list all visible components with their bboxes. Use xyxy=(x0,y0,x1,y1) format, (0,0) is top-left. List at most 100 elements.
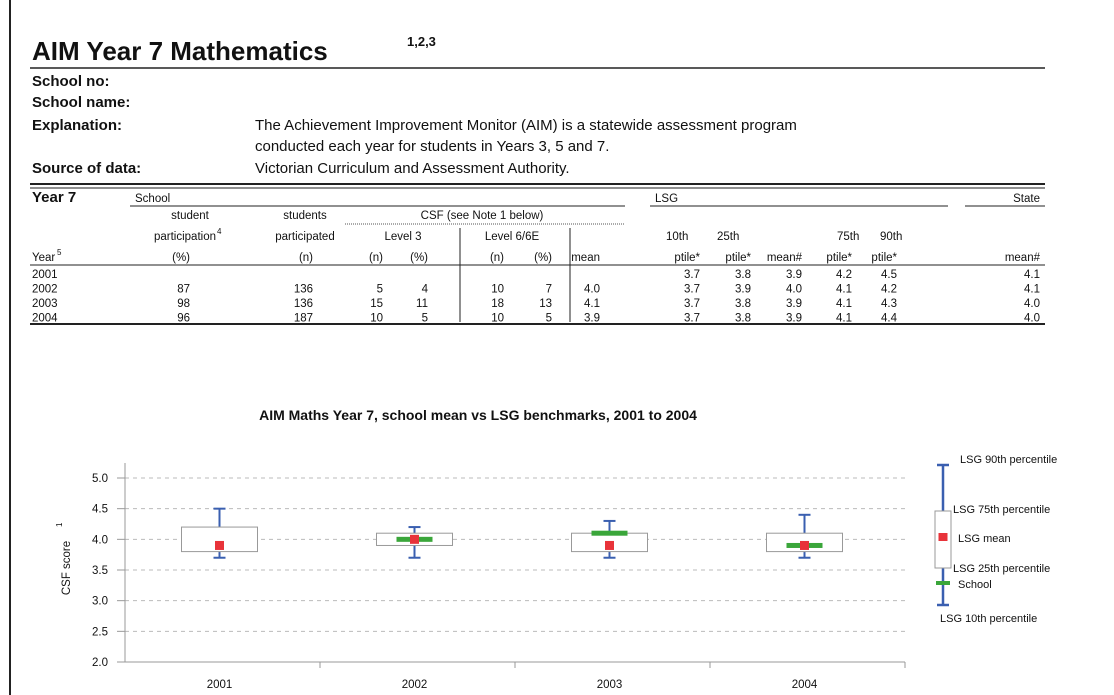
cell: 4.1 xyxy=(836,298,852,310)
cell: 3.8 xyxy=(735,313,751,325)
sup: 5 xyxy=(57,248,62,257)
legend-label: LSG 90th percentile xyxy=(960,454,1057,466)
cell: 4.2 xyxy=(881,284,897,296)
cell: 5 xyxy=(546,313,552,325)
cell: 18 xyxy=(491,298,504,310)
y-axis-label-sup: 1 xyxy=(55,522,64,527)
col-header: (%) xyxy=(172,252,190,264)
mean-mark xyxy=(800,540,809,550)
cell: 4.3 xyxy=(881,298,897,310)
cell: 3.7 xyxy=(684,298,700,310)
cell: 15 xyxy=(370,298,383,310)
group-header: LSG xyxy=(655,193,678,205)
cell: 11 xyxy=(416,298,428,310)
cell: 3.8 xyxy=(735,269,751,281)
legend-mean xyxy=(938,533,948,541)
col-header: (n) xyxy=(299,252,313,264)
cell: 136 xyxy=(294,284,313,296)
sup: 4 xyxy=(217,227,222,236)
cell: 2001 xyxy=(32,269,58,281)
col-header: Level 3 xyxy=(384,231,421,243)
cell: 4.0 xyxy=(1024,313,1040,325)
col-header: mean# xyxy=(1005,252,1041,264)
field-label: Source of data: xyxy=(32,160,141,177)
group-header: State xyxy=(1013,193,1040,205)
field-label: Explanation: xyxy=(32,117,122,134)
col-header: 75th xyxy=(837,231,859,243)
cell: 3.9 xyxy=(786,298,802,310)
col-header: Year xyxy=(32,252,55,264)
cell: 3.9 xyxy=(735,284,751,296)
chart-title: AIM Maths Year 7, school mean vs LSG ben… xyxy=(259,407,697,423)
cell: 2004 xyxy=(32,313,58,325)
field-label: School name: xyxy=(32,94,130,111)
cell: 87 xyxy=(177,284,190,296)
col-header: Level 6/6E xyxy=(485,231,540,243)
col-header: 90th xyxy=(880,231,902,243)
cell: 2003 xyxy=(32,298,58,310)
col-header: participation xyxy=(154,231,216,243)
col-header: (n) xyxy=(490,252,504,264)
mean-mark xyxy=(605,540,614,550)
y-tick-label: 5.0 xyxy=(92,473,108,485)
title-sup: 1,2,3 xyxy=(407,34,436,49)
legend-label: LSG 25th percentile xyxy=(953,563,1050,575)
cell: 4.1 xyxy=(836,313,852,325)
x-tick-label: 2002 xyxy=(402,679,428,691)
y-tick-label: 2.0 xyxy=(92,657,108,669)
cell: 10 xyxy=(491,313,504,325)
y-tick-label: 4.5 xyxy=(92,504,108,516)
col-header: ptile* xyxy=(826,252,852,264)
col-header: mean xyxy=(571,252,600,264)
cell: 3.7 xyxy=(684,269,700,281)
legend-label: LSG 10th percentile xyxy=(940,613,1037,625)
field-label: School no: xyxy=(32,73,110,90)
x-tick-label: 2001 xyxy=(207,679,233,691)
col-header: (%) xyxy=(410,252,428,264)
cell: 10 xyxy=(491,284,504,296)
group-header: School xyxy=(135,193,170,205)
y-tick-label: 3.5 xyxy=(92,565,108,577)
x-tick-label: 2003 xyxy=(597,679,623,691)
cell: 4.2 xyxy=(836,269,852,281)
section: Year 7 xyxy=(32,189,76,206)
field-value: conducted each year for students in Year… xyxy=(255,138,609,155)
cell: 4.5 xyxy=(881,269,897,281)
col-header: (n) xyxy=(369,252,383,264)
cell: 4.1 xyxy=(1024,284,1040,296)
school-mark xyxy=(591,530,628,536)
cell: 98 xyxy=(177,298,190,310)
cell: 4 xyxy=(422,284,429,296)
col-header: ptile* xyxy=(674,252,700,264)
col-header: (%) xyxy=(534,252,552,264)
col-header: mean# xyxy=(767,252,803,264)
y-tick-label: 3.0 xyxy=(92,596,108,608)
cell: 3.9 xyxy=(584,313,600,325)
legend-label: LSG 75th percentile xyxy=(953,504,1050,516)
legend-label: LSG mean xyxy=(958,533,1011,545)
col-header: participated xyxy=(275,231,334,243)
col-header: student xyxy=(171,210,210,222)
mean-mark xyxy=(410,534,419,544)
field-value: Victorian Curriculum and Assessment Auth… xyxy=(255,160,570,177)
y-tick-label: 2.5 xyxy=(92,626,108,638)
col-header: ptile* xyxy=(871,252,897,264)
col-header: 10th xyxy=(666,231,688,243)
x-tick-label: 2004 xyxy=(792,679,818,691)
cell: 3.7 xyxy=(684,313,700,325)
title: AIM Year 7 Mathematics xyxy=(32,36,328,66)
cell: 3.9 xyxy=(786,313,802,325)
cell: 4.0 xyxy=(584,284,600,296)
cell: 4.0 xyxy=(1024,298,1040,310)
cell: 10 xyxy=(370,313,383,325)
cell: 187 xyxy=(294,313,313,325)
cell: 4.0 xyxy=(786,284,802,296)
mean-mark xyxy=(215,540,224,550)
cell: 13 xyxy=(539,298,552,310)
legend-school xyxy=(936,581,950,585)
legend-label: School xyxy=(958,579,992,591)
cell: 5 xyxy=(377,284,383,296)
cell: 4.1 xyxy=(836,284,852,296)
field-value: The Achievement Improvement Monitor (AIM… xyxy=(255,117,797,134)
